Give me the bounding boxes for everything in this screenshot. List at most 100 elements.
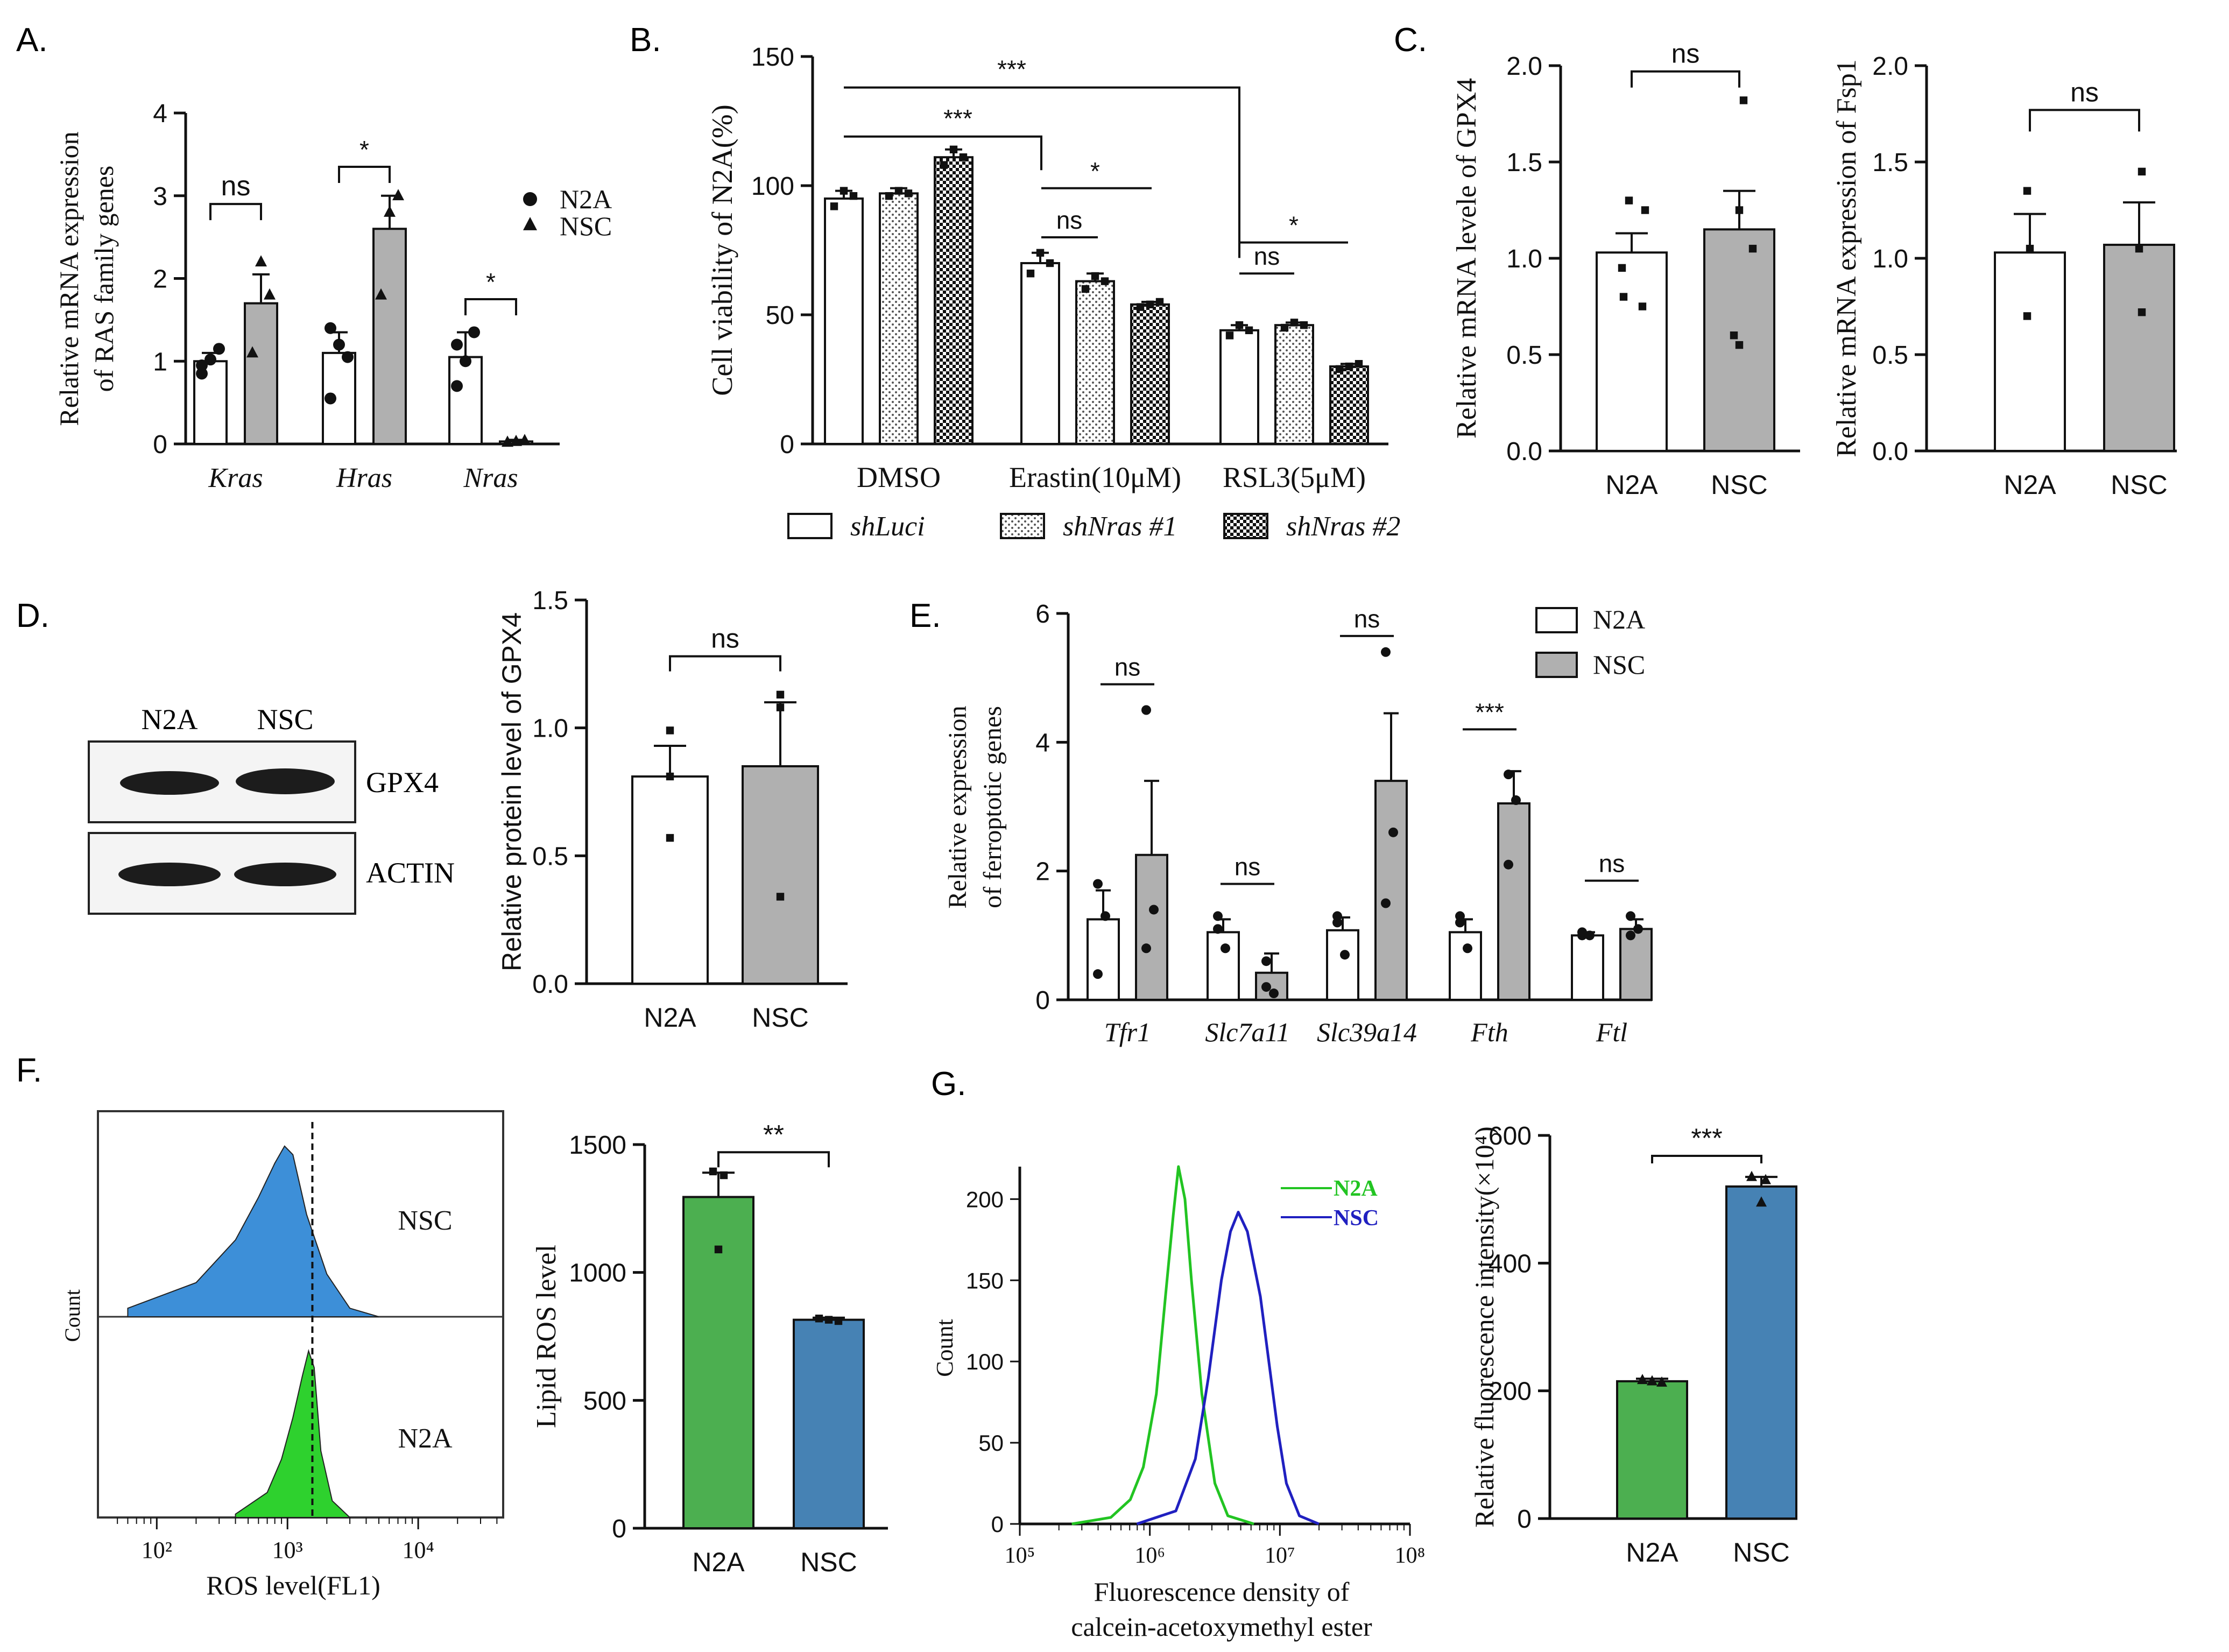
- panel-b: B. 0 50 100 150 Cell viability of N2A(%) DMSO…: [630, 22, 1400, 542]
- x-tick-label: N2A: [1626, 1537, 1678, 1568]
- data-point: [1235, 321, 1244, 329]
- y-tick-label: 0: [1517, 1505, 1532, 1534]
- y-tick-label: 0.0: [1506, 437, 1542, 466]
- y-tick-label: 2.0: [1872, 52, 1908, 81]
- data-point: [1388, 827, 1398, 837]
- data-point: [1101, 911, 1110, 921]
- x-tick-label: Kras: [208, 463, 263, 493]
- significance-bracket-text: ***: [1475, 698, 1504, 726]
- x-tick-label: N2A: [644, 1003, 696, 1033]
- x-tick-label: RSL3(5μM): [1223, 461, 1366, 493]
- x-tick-label: 10⁴: [402, 1537, 434, 1563]
- data-point: [1269, 989, 1279, 999]
- x-tick-label: N2A: [692, 1547, 745, 1577]
- data-point: [1026, 270, 1035, 278]
- y-tick-label: 0.0: [532, 970, 568, 999]
- y-tick-label: 1: [153, 348, 167, 376]
- data-point: [1036, 249, 1045, 257]
- data-point: [1463, 943, 1472, 954]
- data-point: [451, 338, 463, 351]
- data-point: [325, 392, 336, 405]
- y-tick-label: 2.0: [1506, 52, 1542, 81]
- y-tick-label: 0: [780, 430, 794, 459]
- data-point: [720, 1171, 728, 1180]
- x-tick-label: Ftl: [1596, 1017, 1627, 1047]
- bracket-dmso-rsl3: [844, 86, 1240, 258]
- data-point: [502, 435, 513, 447]
- data-point: [1280, 323, 1289, 332]
- y-tick-label: 0: [991, 1512, 1004, 1537]
- x-tick-label: Tfr1: [1104, 1017, 1151, 1047]
- legend-label-n2a: N2A: [1593, 604, 1645, 634]
- significance-bracket-line: [1631, 70, 1740, 88]
- bar-nsc: [2103, 243, 2175, 452]
- bar-n2a: [1087, 918, 1120, 1001]
- data-point: [1739, 96, 1748, 104]
- bracket-dmso-rsl3-text: ***: [997, 55, 1026, 83]
- data-point: [1381, 898, 1391, 908]
- histogram-label-n2a: N2A: [398, 1423, 453, 1454]
- x-tick-label: NSC: [2111, 470, 2168, 500]
- y-axis-label: Count: [60, 1289, 84, 1342]
- blot-col-n2a: N2A: [142, 703, 198, 736]
- data-point: [519, 434, 531, 446]
- y-tick-label: 50: [766, 301, 794, 330]
- bracket-dmso-erastin-text: ***: [943, 104, 972, 132]
- legend-label-1: shNras #1: [1063, 511, 1177, 542]
- data-point: [666, 834, 674, 842]
- data-point: [1300, 321, 1308, 329]
- panel-c-label: C.: [1394, 22, 1427, 59]
- legend-marker-n2a: [523, 192, 537, 206]
- data-point: [885, 192, 893, 200]
- data-point: [1136, 303, 1145, 311]
- data-point: [451, 380, 463, 392]
- significance-bracket-text: *: [359, 136, 369, 164]
- y-tick-label: 0: [153, 430, 167, 459]
- data-point: [1504, 859, 1513, 870]
- bar-series-2: [1130, 303, 1170, 445]
- bar-series-2: [934, 156, 974, 445]
- bar-nsc: [1725, 1185, 1797, 1520]
- panel-c1-chart: 0.0 0.5 1.0 1.5 2.0 Relative mRNA levele of G…: [1451, 39, 1800, 500]
- data-point: [384, 205, 396, 217]
- data-point: [1091, 272, 1099, 280]
- legend-swatch-0: [787, 513, 833, 539]
- legend-label-nsc: NSC: [1334, 1206, 1379, 1231]
- data-point: [849, 192, 858, 200]
- significance-bracket-line: [2029, 109, 2140, 132]
- y-axis-label: Relative fluorescence intensity(×10⁴): [1469, 1126, 1499, 1527]
- data-point: [904, 189, 913, 197]
- data-point: [1656, 1376, 1667, 1387]
- x-axis-label-line2: calcein-acetoxymethyl ester: [1071, 1612, 1372, 1642]
- data-point: [1141, 705, 1151, 715]
- data-point: [1619, 293, 1628, 301]
- data-point: [1213, 911, 1223, 921]
- bar-nsc: [244, 302, 278, 445]
- data-point: [1146, 300, 1154, 308]
- y-tick-label: 4: [1035, 729, 1050, 757]
- data-point: [1245, 326, 1253, 334]
- blot-gpx4-band-nsc: [236, 768, 335, 794]
- data-point: [2135, 244, 2143, 253]
- data-point: [1213, 924, 1223, 934]
- data-point: [1760, 1174, 1771, 1184]
- western-blot: N2A NSC GPX4 ACTIN: [88, 703, 455, 915]
- bar-n2a: [1571, 934, 1604, 1001]
- y-tick-label: 0.5: [532, 842, 568, 871]
- x-tick-label: 10⁷: [1265, 1543, 1295, 1568]
- y-tick-label: 150: [966, 1268, 1004, 1293]
- y-tick-label: 200: [966, 1187, 1004, 1212]
- data-point: [325, 322, 336, 334]
- bar-n2a: [193, 360, 228, 445]
- data-point: [1340, 950, 1350, 960]
- data-point: [1290, 319, 1299, 327]
- x-tick-label: 10⁶: [1134, 1543, 1165, 1568]
- bar-n2a: [1207, 931, 1240, 1001]
- significance-bracket-text: **: [763, 1119, 784, 1149]
- x-tick-label: 10²: [142, 1537, 172, 1563]
- y-axis-label-line2: of RAS family genes: [89, 166, 119, 392]
- significance-bracket-line: [717, 1151, 830, 1168]
- x-tick-label: NSC: [752, 1003, 809, 1033]
